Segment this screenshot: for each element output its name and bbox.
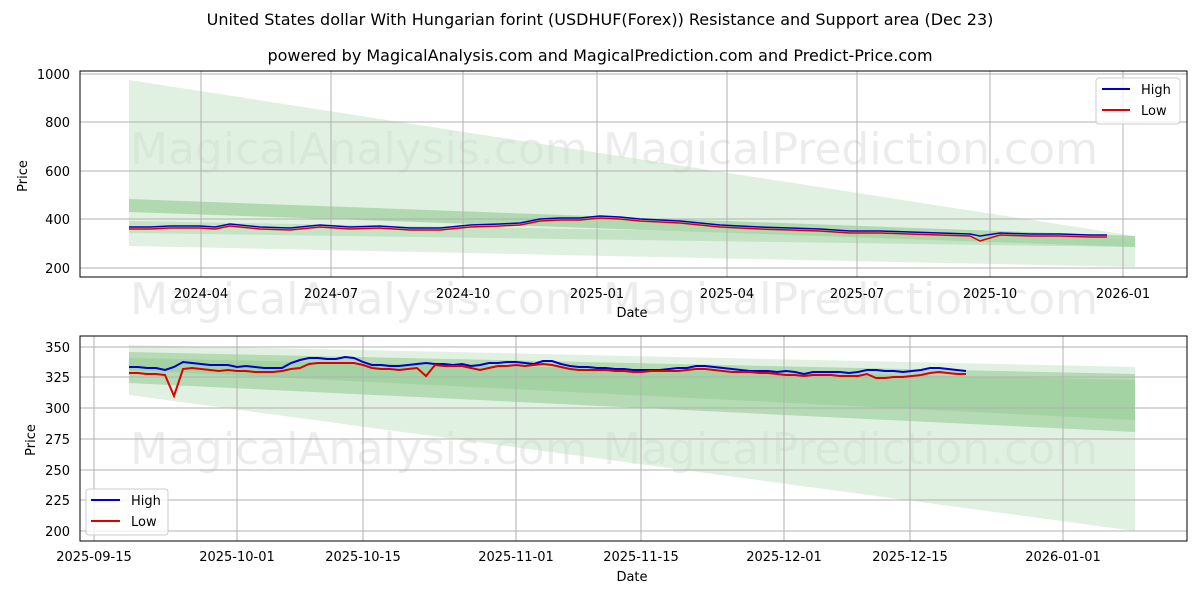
svg-text:2025-10-01: 2025-10-01 xyxy=(199,550,275,565)
svg-text:2025-01: 2025-01 xyxy=(570,287,624,302)
bottom-chart: MagicalAnalysis.com MagicalPrediction.co… xyxy=(24,335,1188,585)
svg-text:200: 200 xyxy=(45,525,70,540)
svg-text:2025-04: 2025-04 xyxy=(700,287,754,302)
top-legend: High Low xyxy=(1095,77,1181,125)
top-y-axis-label: Price xyxy=(16,160,31,192)
svg-text:1000: 1000 xyxy=(37,68,70,83)
svg-text:2025-10-15: 2025-10-15 xyxy=(325,550,401,565)
bottom-x-ticks: 2025-09-15 2025-10-01 2025-10-15 2025-11… xyxy=(56,550,1101,565)
svg-text:2024-07: 2024-07 xyxy=(304,287,358,302)
svg-text:250: 250 xyxy=(45,464,70,479)
svg-text:2026-01-01: 2026-01-01 xyxy=(1025,550,1101,565)
bottom-grid xyxy=(80,336,1187,541)
top-low-line xyxy=(129,217,1107,242)
svg-text:400: 400 xyxy=(45,213,70,228)
top-chart: MagicalAnalysis.com MagicalPrediction.co… xyxy=(16,68,1188,321)
svg-text:225: 225 xyxy=(45,494,70,509)
svg-text:300: 300 xyxy=(45,402,70,417)
top-high-line xyxy=(129,215,1107,237)
bottom-x-axis-label: Date xyxy=(616,570,647,585)
chart-subtitle: powered by MagicalAnalysis.com and Magic… xyxy=(267,46,933,65)
legend-high-label: High xyxy=(131,494,161,509)
svg-text:2025-11-01: 2025-11-01 xyxy=(478,550,554,565)
svg-text:350: 350 xyxy=(45,341,70,356)
svg-text:2025-10: 2025-10 xyxy=(963,287,1017,302)
support-band xyxy=(129,358,1135,420)
svg-text:2025-07: 2025-07 xyxy=(830,287,884,302)
bottom-high-line xyxy=(129,355,967,376)
svg-text:2024-10: 2024-10 xyxy=(436,287,490,302)
top-y-ticks: 200 400 600 800 1000 xyxy=(37,68,70,277)
top-x-ticks: 2024-04 2024-07 2024-10 2025-01 2025-04 … xyxy=(174,287,1150,302)
resistance-band xyxy=(129,352,1135,432)
bottom-legend: High Low xyxy=(85,488,169,536)
top-grid xyxy=(80,71,1187,277)
bottom-low-line xyxy=(129,362,966,399)
svg-text:2026-01: 2026-01 xyxy=(1096,287,1150,302)
svg-text:200: 200 xyxy=(45,262,70,277)
watermark-analysis-mid: MagicalAnalysis.com xyxy=(130,274,588,325)
svg-text:2025-12-15: 2025-12-15 xyxy=(872,550,948,565)
bottom-y-axis-label: Price xyxy=(24,424,39,456)
bottom-y-ticks: 200 225 250 275 300 325 350 xyxy=(45,341,70,540)
svg-text:2025-09-15: 2025-09-15 xyxy=(56,550,132,565)
svg-text:275: 275 xyxy=(45,433,70,448)
svg-text:600: 600 xyxy=(45,165,70,180)
svg-text:2025-12-01: 2025-12-01 xyxy=(746,550,822,565)
legend-high-label: High xyxy=(1141,83,1171,98)
svg-text:2024-04: 2024-04 xyxy=(174,287,228,302)
top-x-axis-label: Date xyxy=(616,306,647,321)
svg-text:800: 800 xyxy=(45,116,70,131)
watermark-prediction-mid: MagicalPrediction.com xyxy=(603,274,1098,325)
chart-title: United States dollar With Hungarian fori… xyxy=(206,10,994,29)
legend-low-label: Low xyxy=(131,515,157,530)
svg-text:325: 325 xyxy=(45,371,70,386)
legend-low-label: Low xyxy=(1141,104,1167,119)
svg-text:2025-11-15: 2025-11-15 xyxy=(603,550,679,565)
